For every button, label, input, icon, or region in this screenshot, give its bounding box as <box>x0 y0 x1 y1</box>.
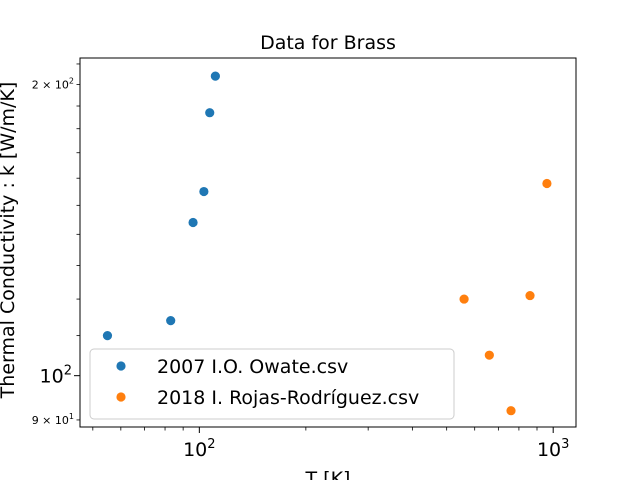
legend-marker-2 <box>116 392 126 402</box>
y-tick-label: 102 <box>40 364 72 388</box>
series-1-point <box>199 186 209 197</box>
series-2-point <box>506 406 516 416</box>
series-1-point <box>102 331 113 341</box>
chart-title: Data for Brass <box>260 32 396 54</box>
y-axis-title: Thermal Conductivity : k [W/m/K] <box>0 82 19 400</box>
y-minor-tick-label: 2 × 102 <box>32 76 74 91</box>
series-2-point <box>525 290 535 301</box>
series-1-point <box>205 108 215 118</box>
legend-marker-1 <box>116 361 126 371</box>
series-2-point <box>542 178 552 189</box>
y-minor-tick-label: 9 × 101 <box>32 412 74 427</box>
x-axis-title: T [K] <box>305 468 351 480</box>
series-2-point <box>459 294 469 304</box>
series-1-point <box>210 71 220 81</box>
x-tick-label: 103 <box>537 437 569 461</box>
legend-box <box>89 348 455 420</box>
plot-area: 102 103 102 9 × 101 2 × 102 2007 I.O. Owate.c… <box>32 57 577 461</box>
legend: 2007 I.O. Owate.csv 2018 I. Rojas-Rodrígu… <box>89 348 455 420</box>
legend-label-2: 2018 I. Rojas-Rodríguez.csv <box>157 387 419 409</box>
x-tick-label: 102 <box>183 437 215 461</box>
series-1-point <box>166 316 176 326</box>
axes-frame <box>79 57 577 428</box>
legend-label-1: 2007 I.O. Owate.csv <box>157 356 348 378</box>
series-2-point <box>484 350 494 360</box>
series-1-point <box>188 217 198 228</box>
